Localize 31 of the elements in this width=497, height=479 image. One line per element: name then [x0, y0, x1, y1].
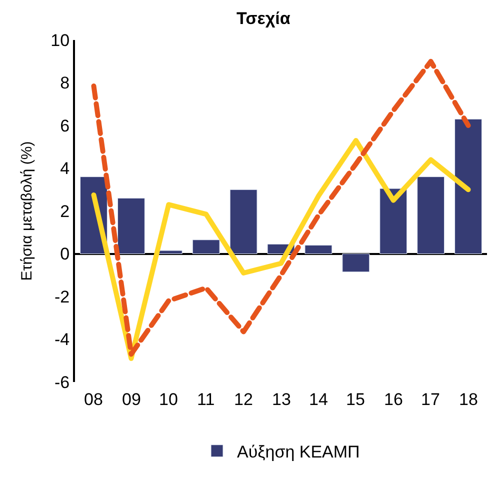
bar [454, 118, 482, 254]
y-tick-label: -6 [54, 372, 70, 392]
bar [417, 176, 445, 254]
y-tick-label: 4 [60, 159, 70, 178]
y-tick-label: -4 [54, 330, 70, 350]
bar [192, 240, 220, 254]
x-tick-label: 15 [346, 390, 365, 409]
bar [342, 254, 370, 272]
y-tick-label: 10 [50, 30, 70, 50]
y-tick-label: -2 [54, 287, 70, 306]
y-axis-title: Ετήσια μεταβολή (%) [18, 141, 36, 281]
legend-label: Αύξηση ΚΕΑΜΠ [237, 442, 360, 462]
x-tick-label: 17 [421, 390, 440, 409]
x-tick-label: 11 [197, 390, 215, 409]
x-tick-label: 18 [459, 390, 478, 409]
y-tick-label: 2 [60, 202, 70, 221]
x-tick-label: 08 [84, 390, 103, 409]
x-tick-label: 14 [309, 390, 328, 409]
x-tick-label: 16 [384, 390, 403, 409]
x-tick-label: 10 [159, 390, 178, 409]
chart-title: Τσεχία [236, 8, 291, 28]
y-tick-label: 8 [60, 74, 70, 93]
y-tick-label: 6 [60, 116, 70, 136]
bar [230, 189, 258, 254]
x-tick-label: 13 [272, 390, 291, 409]
x-tick-label: 12 [234, 390, 253, 409]
bar [380, 188, 408, 254]
y-tick-label: 0 [60, 244, 70, 264]
bar [304, 244, 332, 254]
bar [117, 198, 145, 254]
x-tick-label: 09 [122, 390, 141, 409]
